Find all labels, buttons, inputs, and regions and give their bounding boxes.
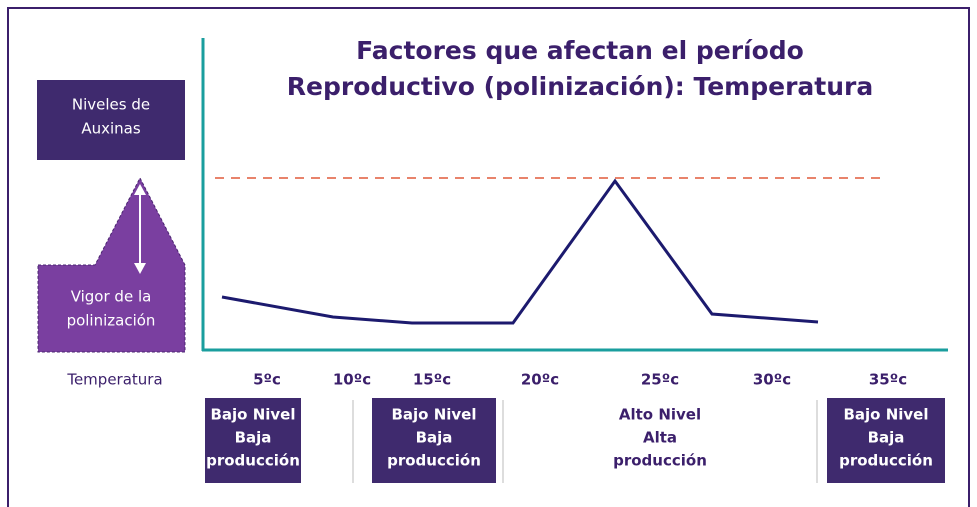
band-label: producción bbox=[206, 452, 300, 470]
band-label: Bajo Nivel bbox=[210, 406, 295, 424]
band-label: producción bbox=[387, 452, 481, 470]
band-label: Alto Nivel bbox=[619, 406, 701, 424]
temperature-label: 35ºc bbox=[869, 371, 907, 389]
band-label: Alta bbox=[643, 429, 677, 447]
band-label: Bajo Nivel bbox=[391, 406, 476, 424]
band-label: Baja bbox=[416, 429, 453, 447]
temperature-label: 15ºc bbox=[413, 371, 451, 389]
vigor-label: Vigor de la bbox=[71, 288, 152, 306]
band-label: Bajo Nivel bbox=[843, 406, 928, 424]
title: Reproductivo (polinización): Temperatura bbox=[287, 72, 873, 101]
temperature-label: 30ºc bbox=[753, 371, 791, 389]
vigor-label: polinización bbox=[67, 312, 156, 330]
temperature-label: 25ºc bbox=[641, 371, 679, 389]
temperature-label: 20ºc bbox=[521, 371, 559, 389]
band-label: Baja bbox=[235, 429, 272, 447]
band-label: producción bbox=[839, 452, 933, 470]
trend-line bbox=[222, 181, 818, 323]
temperature-label: 5ºc bbox=[253, 371, 281, 389]
page: {"title": {"lines": ["Factores que afect… bbox=[0, 0, 977, 507]
band-label: producción bbox=[613, 452, 707, 470]
x-label: Temperatura bbox=[66, 371, 162, 389]
title: Factores que afectan el período bbox=[356, 36, 804, 65]
auxin-label: Niveles de bbox=[72, 96, 150, 114]
band-label: Baja bbox=[868, 429, 905, 447]
temperature-label: 10ºc bbox=[333, 371, 371, 389]
auxin-label: Auxinas bbox=[81, 120, 141, 138]
slide: Temperatura Factores que afectan el perí… bbox=[0, 0, 977, 507]
